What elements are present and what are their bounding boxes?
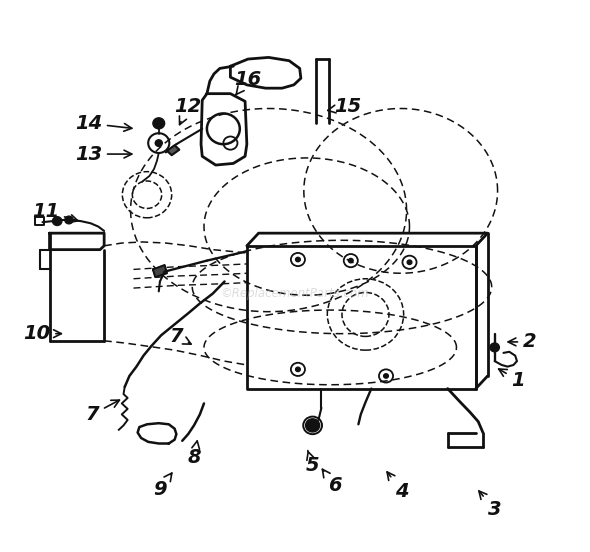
Circle shape xyxy=(53,217,62,225)
Circle shape xyxy=(296,367,300,371)
Text: 9: 9 xyxy=(153,473,172,498)
Circle shape xyxy=(407,260,412,264)
Circle shape xyxy=(65,216,73,224)
Circle shape xyxy=(306,419,320,432)
Circle shape xyxy=(490,343,499,352)
Text: 14: 14 xyxy=(75,114,132,133)
Text: 15: 15 xyxy=(327,97,362,116)
Text: 13: 13 xyxy=(75,145,132,163)
Text: 11: 11 xyxy=(32,201,78,222)
Text: 10: 10 xyxy=(23,324,61,343)
Text: 2: 2 xyxy=(508,332,537,352)
Circle shape xyxy=(349,258,353,263)
Text: 7: 7 xyxy=(169,327,191,346)
Text: 16: 16 xyxy=(234,70,261,94)
Text: 3: 3 xyxy=(479,491,502,519)
Text: 5: 5 xyxy=(306,450,319,475)
Text: 1: 1 xyxy=(499,369,525,390)
Text: 8: 8 xyxy=(187,441,201,467)
Circle shape xyxy=(153,118,165,129)
Circle shape xyxy=(296,257,300,262)
Text: 7: 7 xyxy=(86,400,119,424)
Circle shape xyxy=(384,374,388,378)
Circle shape xyxy=(155,140,162,146)
Polygon shape xyxy=(153,265,167,277)
Polygon shape xyxy=(167,145,179,155)
Text: ©ReplacementParts.com: ©ReplacementParts.com xyxy=(221,287,369,300)
Text: 12: 12 xyxy=(175,97,202,125)
Text: 6: 6 xyxy=(322,469,341,495)
Text: 4: 4 xyxy=(387,472,409,501)
